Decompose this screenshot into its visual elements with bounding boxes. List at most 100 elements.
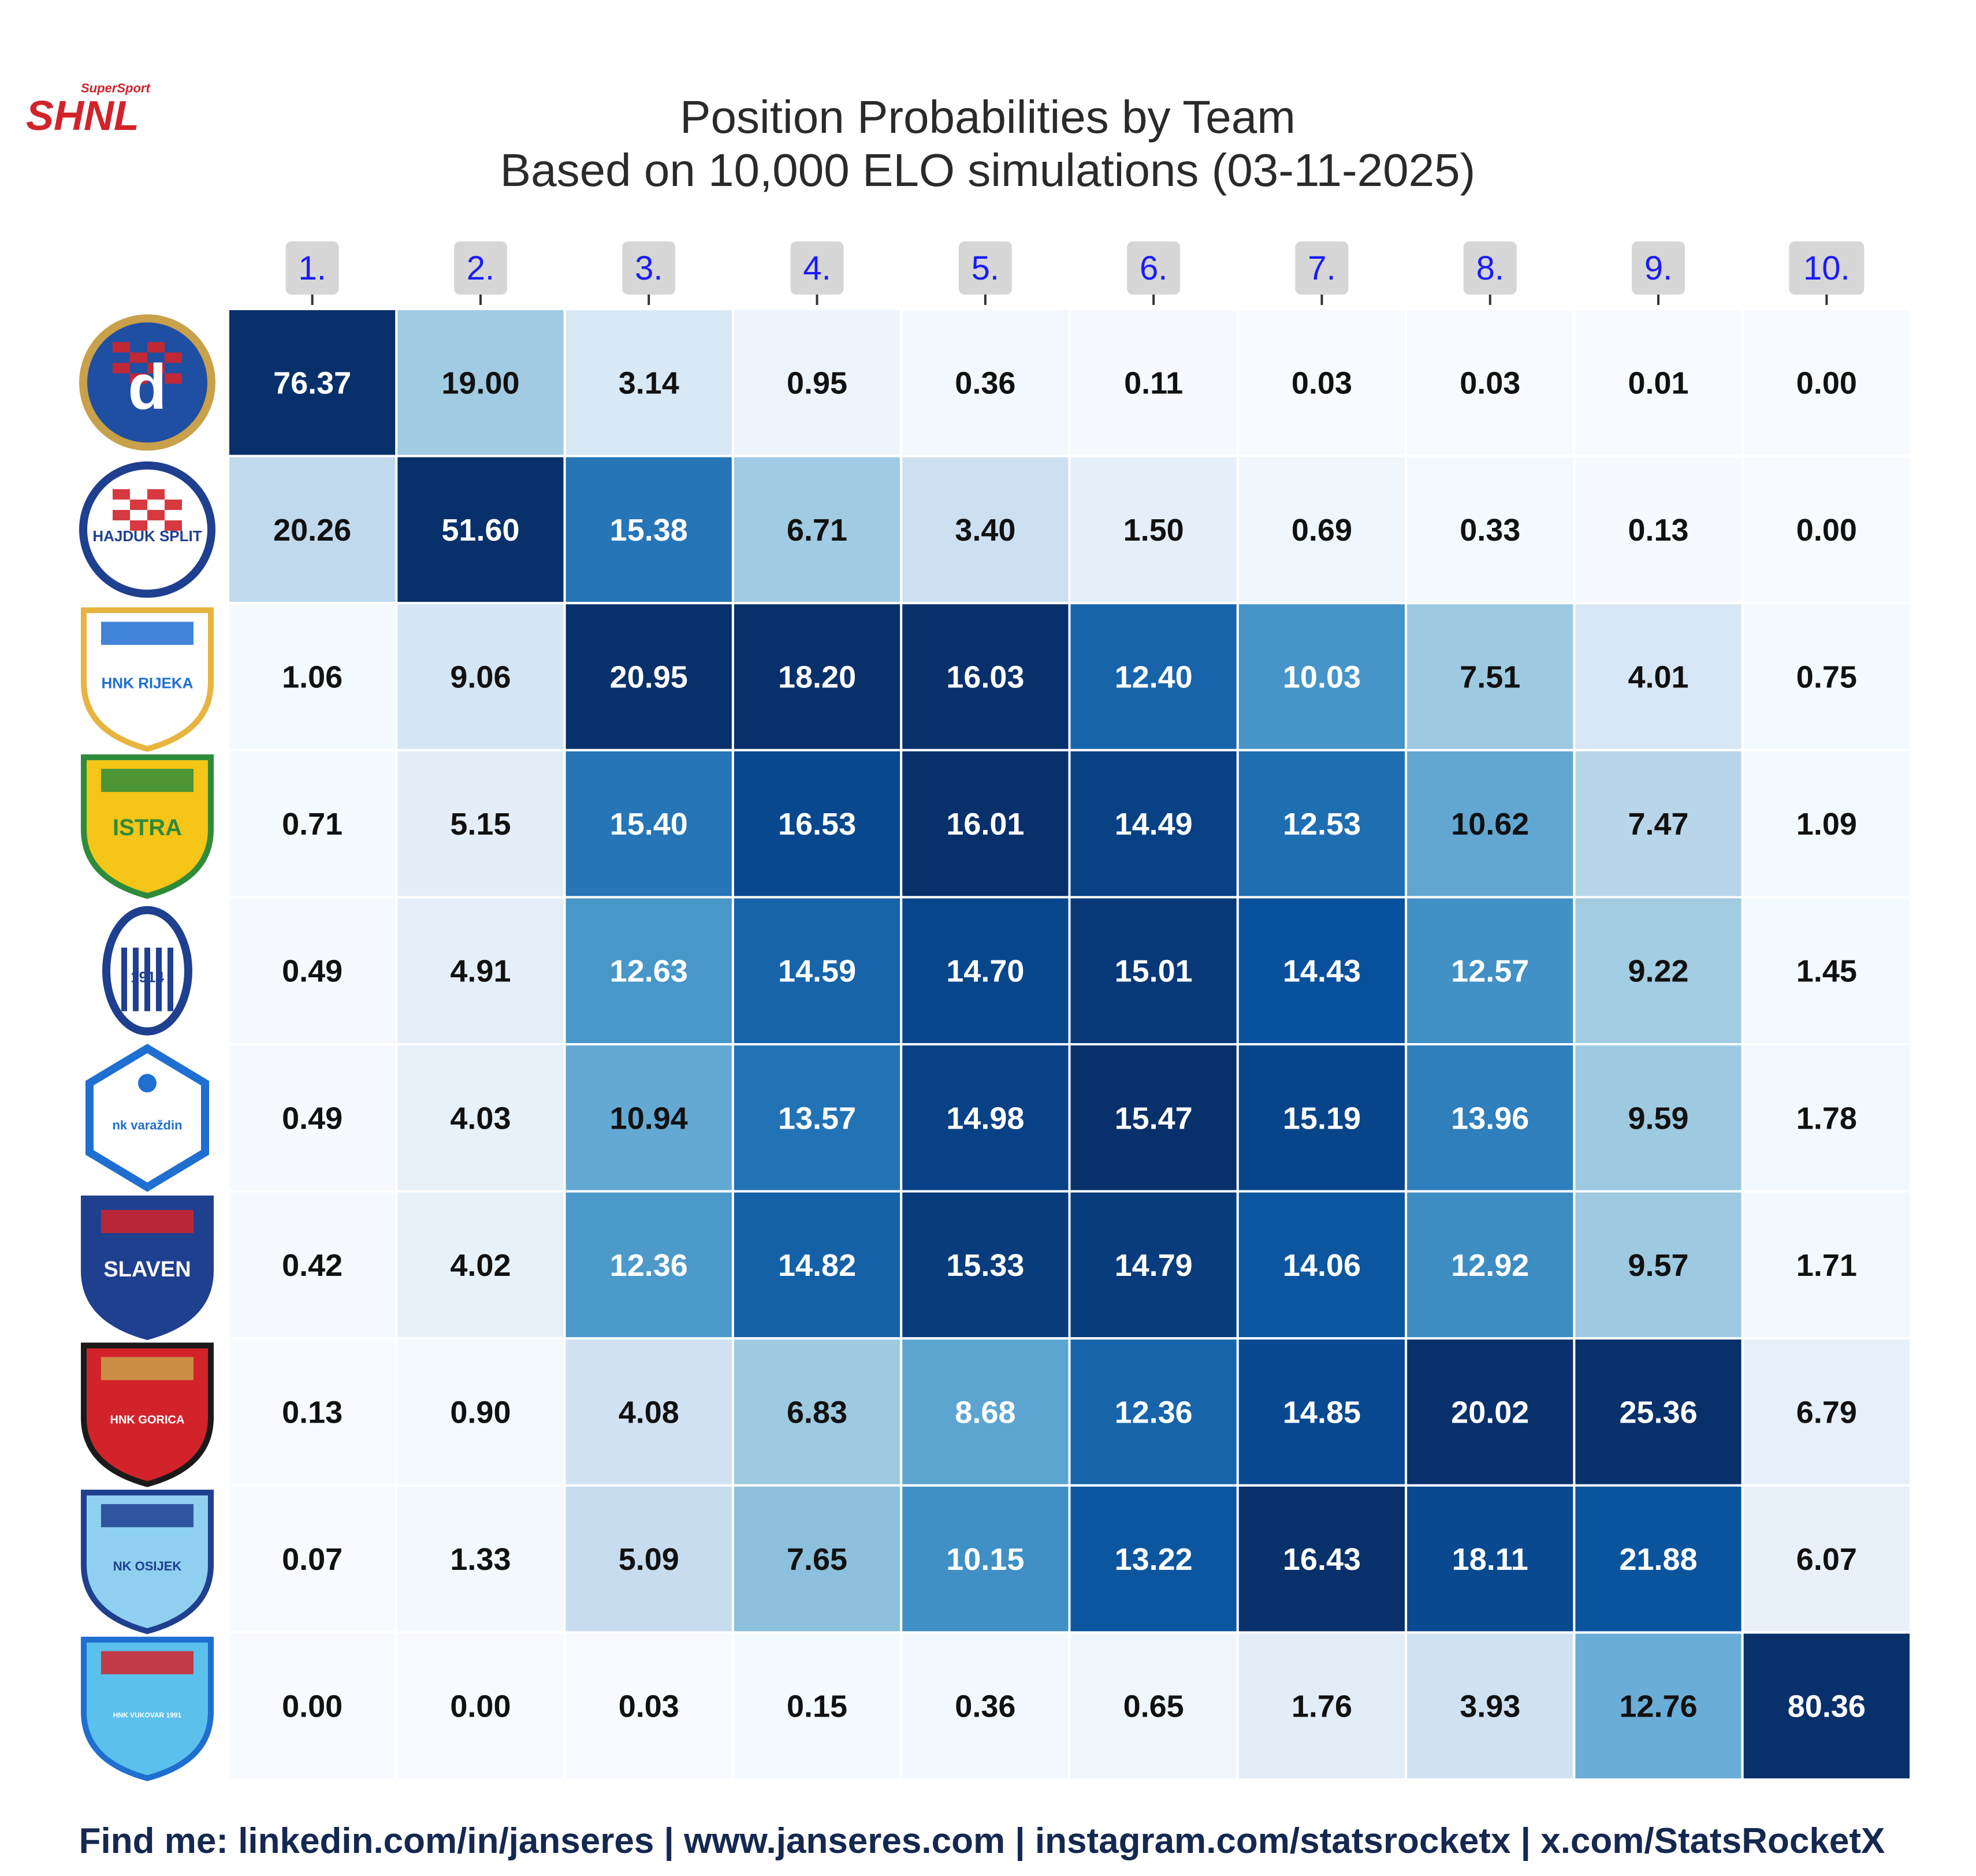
cell-value: 25.36 [1619,1395,1697,1430]
column-header-8: 8. [1463,241,1517,305]
cell-value: 0.00 [450,1689,511,1724]
column-header-2: 2. [453,241,507,305]
crest-check [165,499,182,510]
cell-value: 20.95 [610,660,688,695]
team-crest: d [79,314,215,451]
heatmap-cell [1573,1631,1744,1781]
heatmap-cell [731,749,903,899]
logo-main-text: SHNL [26,93,139,139]
heatmap-cell [563,749,734,899]
heatmap-cell [731,1043,903,1193]
team-crest: NK OSIJEK [81,1490,214,1635]
heatmap-cell [227,1484,398,1634]
column-label: 9. [1644,250,1672,287]
heatmap-cell [1236,602,1408,751]
crest-check [113,363,130,374]
cell-value: 1.78 [1796,1101,1857,1136]
cell-value: 10.03 [1283,660,1361,695]
heatmap-cell [1741,602,1912,751]
cell-value: 14.85 [1283,1395,1361,1430]
cell-value: 14.59 [778,954,856,989]
column-label: 1. [298,250,326,287]
cell-value: 14.49 [1115,807,1193,842]
heatmap-cell [1741,1484,1912,1634]
cell-value: 0.01 [1628,366,1688,400]
heatmap-cell [1573,749,1744,899]
cell-value: 0.00 [1796,513,1857,548]
heatmap-cell [1236,1337,1408,1487]
cell-value: 12.40 [1115,660,1193,695]
heatmap-cell [1405,1484,1576,1634]
heatmap-cell [1405,896,1576,1046]
heatmap-cell [731,455,903,605]
heatmap-cell [1573,1043,1744,1193]
crest-body [85,1044,209,1192]
column-headers: 1. 2. 3. 4. 5. 6. 7. 8. 9. 10. [285,241,1865,305]
cell-value: 5.15 [450,807,511,842]
cell-value: 6.07 [1796,1542,1857,1577]
heatmap-cell [900,1337,1071,1487]
cell-value: 7.47 [1628,807,1688,842]
logo-super-text: SuperSport [81,81,151,95]
crest-label: HNK VUKOVAR 1991 [113,1711,182,1719]
team-crest: HNK RIJEKA [81,607,214,752]
cell-value: 76.37 [273,366,351,400]
heatmap-cell [1573,602,1744,751]
crest-label: nk varaždin [112,1118,182,1132]
cell-value: 3.40 [955,513,1015,548]
cell-value: 16.01 [946,807,1024,842]
crest-label: HNK RIJEKA [102,675,193,692]
column-badge [790,241,844,295]
cell-value: 0.90 [450,1395,511,1430]
crest-stripe [121,947,127,1011]
column-badge [958,241,1012,295]
column-badge [1632,241,1685,295]
column-header-10: 10. [1789,241,1865,305]
cell-value: 9.59 [1628,1101,1688,1136]
cell-value: 80.36 [1788,1689,1866,1724]
crest-band [101,769,193,792]
column-badge [1127,241,1181,295]
column-label: 7. [1308,250,1335,287]
cell-value: 1.09 [1796,807,1857,842]
cell-value: 12.92 [1451,1248,1529,1283]
cell-value: 10.15 [946,1542,1024,1577]
heatmap-cell [563,1484,734,1634]
column-label: 2. [467,250,494,287]
heatmap-cell [1405,1631,1576,1781]
cell-value: 14.98 [946,1101,1024,1136]
team-crest: HNK GORICA [81,1342,214,1487]
cell-value: 1.33 [450,1542,511,1577]
cell-value: 0.13 [1628,513,1688,548]
team-crest: nk varaždin [85,1044,209,1192]
cell-value: 15.47 [1115,1101,1193,1136]
crest-label: SLAVEN [103,1257,191,1282]
cell-value: 5.09 [619,1542,679,1577]
crest-stripe [144,947,150,1011]
crest-stripe [133,947,139,1011]
cell-value: 0.49 [282,1101,343,1136]
crest-check [130,352,147,363]
heatmap-cell [395,1484,566,1634]
team-crest: 1914 [102,906,192,1036]
heatmap-cell [1741,1631,1912,1781]
crest-label: NK OSIJEK [113,1559,182,1573]
heatmap-cell [900,455,1071,605]
heatmap-cell [395,308,566,457]
crest-ball [138,1074,157,1093]
heatmap-cell [395,455,566,605]
cell-value: 18.11 [1452,1542,1528,1577]
crest-check [165,520,182,531]
heatmap-cell [1405,602,1576,751]
column-badge [622,241,676,295]
footer-credits: Find me: linkedin.com/in/janseres | www.… [79,1821,1885,1862]
heatmap-cell [227,1190,398,1340]
crest-band [101,1357,193,1380]
cell-value: 51.60 [441,513,519,548]
heatmap-cell [1068,1337,1239,1487]
crest-check [130,520,147,531]
column-header-6: 6. [1127,241,1181,305]
cell-value: 7.65 [787,1542,847,1577]
heatmap-cell [227,1337,398,1487]
